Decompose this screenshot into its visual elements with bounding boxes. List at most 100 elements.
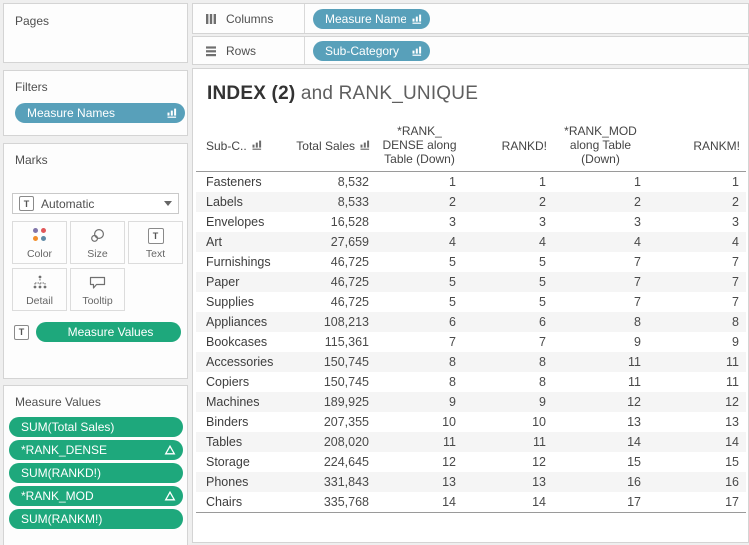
cell-subcategory[interactable]: Paper [206, 275, 240, 289]
cell-value[interactable]: 7 [732, 255, 739, 269]
table-row[interactable]: Accessories 150,745 8 8 11 11 [196, 352, 746, 372]
cell-value[interactable]: 13 [442, 475, 456, 489]
cell-value[interactable]: 11 [726, 375, 739, 389]
cell-value[interactable]: 9 [539, 395, 546, 409]
cell-subcategory[interactable]: Furnishings [206, 255, 271, 269]
cell-subcategory[interactable]: Chairs [206, 495, 243, 509]
cell-value[interactable]: 11 [443, 435, 456, 449]
cell-value[interactable]: 46,725 [330, 255, 369, 269]
column-header[interactable]: RANKD! [463, 136, 553, 155]
cell-value[interactable]: 14 [532, 495, 546, 509]
cell-value[interactable]: 1 [732, 175, 739, 189]
sort-icon[interactable] [252, 140, 262, 150]
cell-value[interactable]: 3 [449, 215, 456, 229]
cell-subcategory[interactable]: Copiers [206, 375, 250, 389]
cell-value[interactable]: 5 [539, 255, 546, 269]
cell-value[interactable]: 16 [627, 475, 641, 489]
cell-subcategory[interactable]: Phones [206, 475, 249, 489]
cell-value[interactable]: 4 [449, 235, 456, 249]
cell-value[interactable]: 4 [539, 235, 546, 249]
cell-value[interactable]: 7 [634, 255, 641, 269]
cell-value[interactable]: 8 [539, 355, 546, 369]
cell-value[interactable]: 11 [533, 435, 546, 449]
cell-value[interactable]: 4 [732, 235, 739, 249]
cell-value[interactable]: 8 [449, 355, 456, 369]
cell-value[interactable]: 7 [634, 275, 641, 289]
table-row[interactable]: Fasteners 8,532 1 1 1 1 [196, 172, 746, 192]
table-row[interactable]: Machines 189,925 9 9 12 12 [196, 392, 746, 412]
mark-type-dropdown[interactable]: T Automatic [12, 193, 179, 214]
rows-pill-sub-category[interactable]: Sub-Category [313, 40, 430, 61]
cell-value[interactable]: 108,213 [323, 315, 369, 329]
cell-value[interactable]: 2 [634, 195, 641, 209]
cell-value[interactable]: 189,925 [323, 395, 369, 409]
color-button[interactable]: Color [12, 221, 67, 264]
cell-subcategory[interactable]: Supplies [206, 295, 254, 309]
pages-card[interactable]: Pages [3, 3, 188, 63]
table-row[interactable]: Bookcases 115,361 7 7 9 9 [196, 332, 746, 352]
cell-subcategory[interactable]: Labels [206, 195, 243, 209]
cell-value[interactable]: 1 [539, 175, 546, 189]
cell-value[interactable]: 46,725 [330, 275, 369, 289]
cell-value[interactable]: 27,659 [330, 235, 369, 249]
cell-value[interactable]: 12 [627, 395, 641, 409]
cell-value[interactable]: 15 [725, 455, 739, 469]
cell-value[interactable]: 7 [449, 335, 456, 349]
column-header[interactable]: *RANK_MOD along Table (Down) [553, 122, 648, 168]
sort-icon[interactable] [360, 140, 370, 150]
cell-value[interactable]: 5 [539, 275, 546, 289]
measure-value-pill[interactable]: SUM(Total Sales) [9, 417, 183, 437]
rows-shelf[interactable]: Rows Sub-Category [192, 36, 749, 65]
cell-subcategory[interactable]: Envelopes [206, 215, 265, 229]
cell-value[interactable]: 331,843 [323, 475, 369, 489]
table-row[interactable]: Storage 224,645 12 12 15 15 [196, 452, 746, 472]
marks-pill-measure-values[interactable]: Measure Values [36, 322, 181, 342]
sort-icon[interactable] [412, 14, 422, 24]
size-button[interactable]: Size [70, 221, 125, 264]
cell-value[interactable]: 9 [449, 395, 456, 409]
cell-subcategory[interactable]: Art [206, 235, 222, 249]
cell-value[interactable]: 12 [725, 395, 739, 409]
cell-subcategory[interactable]: Machines [206, 395, 260, 409]
cell-value[interactable]: 13 [532, 475, 546, 489]
column-header[interactable]: *RANK_ DENSE along Table (Down) [376, 122, 463, 168]
cell-value[interactable]: 14 [627, 435, 641, 449]
table-row[interactable]: Copiers 150,745 8 8 11 11 [196, 372, 746, 392]
cell-subcategory[interactable]: Storage [206, 455, 250, 469]
cell-value[interactable]: 7 [732, 275, 739, 289]
table-row[interactable]: Furnishings 46,725 5 5 7 7 [196, 252, 746, 272]
cell-value[interactable]: 4 [634, 235, 641, 249]
table-row[interactable]: Art 27,659 4 4 4 4 [196, 232, 746, 252]
measure-value-pill[interactable]: *RANK_DENSE [9, 440, 183, 460]
table-row[interactable]: Paper 46,725 5 5 7 7 [196, 272, 746, 292]
cell-subcategory[interactable]: Binders [206, 415, 249, 429]
table-row[interactable]: Binders 207,355 10 10 13 13 [196, 412, 746, 432]
cell-value[interactable]: 5 [449, 255, 456, 269]
filters-card[interactable]: Filters Measure Names [3, 70, 188, 136]
cell-value[interactable]: 2 [449, 195, 456, 209]
cell-value[interactable]: 9 [732, 335, 739, 349]
cell-value[interactable]: 13 [725, 415, 739, 429]
table-row[interactable]: Chairs 335,768 14 14 17 17 [196, 492, 746, 512]
cell-value[interactable]: 12 [442, 455, 456, 469]
cell-value[interactable]: 9 [634, 335, 641, 349]
cell-value[interactable]: 1 [449, 175, 456, 189]
cell-value[interactable]: 7 [539, 335, 546, 349]
cell-value[interactable]: 10 [532, 415, 546, 429]
cell-value[interactable]: 8 [449, 375, 456, 389]
cell-value[interactable]: 3 [539, 215, 546, 229]
cell-value[interactable]: 5 [449, 295, 456, 309]
cell-value[interactable]: 46,725 [330, 295, 369, 309]
cell-value[interactable]: 208,020 [323, 435, 369, 449]
filter-pill-measure-names[interactable]: Measure Names [15, 103, 185, 123]
cell-value[interactable]: 8,532 [337, 175, 369, 189]
cell-value[interactable]: 17 [627, 495, 641, 509]
cell-value[interactable]: 2 [732, 195, 739, 209]
cell-subcategory[interactable]: Fasteners [206, 175, 262, 189]
cell-value[interactable]: 14 [725, 435, 739, 449]
cell-value[interactable]: 11 [628, 375, 641, 389]
columns-shelf[interactable]: Columns Measure Names [192, 3, 749, 34]
cell-value[interactable]: 3 [732, 215, 739, 229]
cell-value[interactable]: 150,745 [323, 375, 369, 389]
cell-value[interactable]: 8 [539, 375, 546, 389]
